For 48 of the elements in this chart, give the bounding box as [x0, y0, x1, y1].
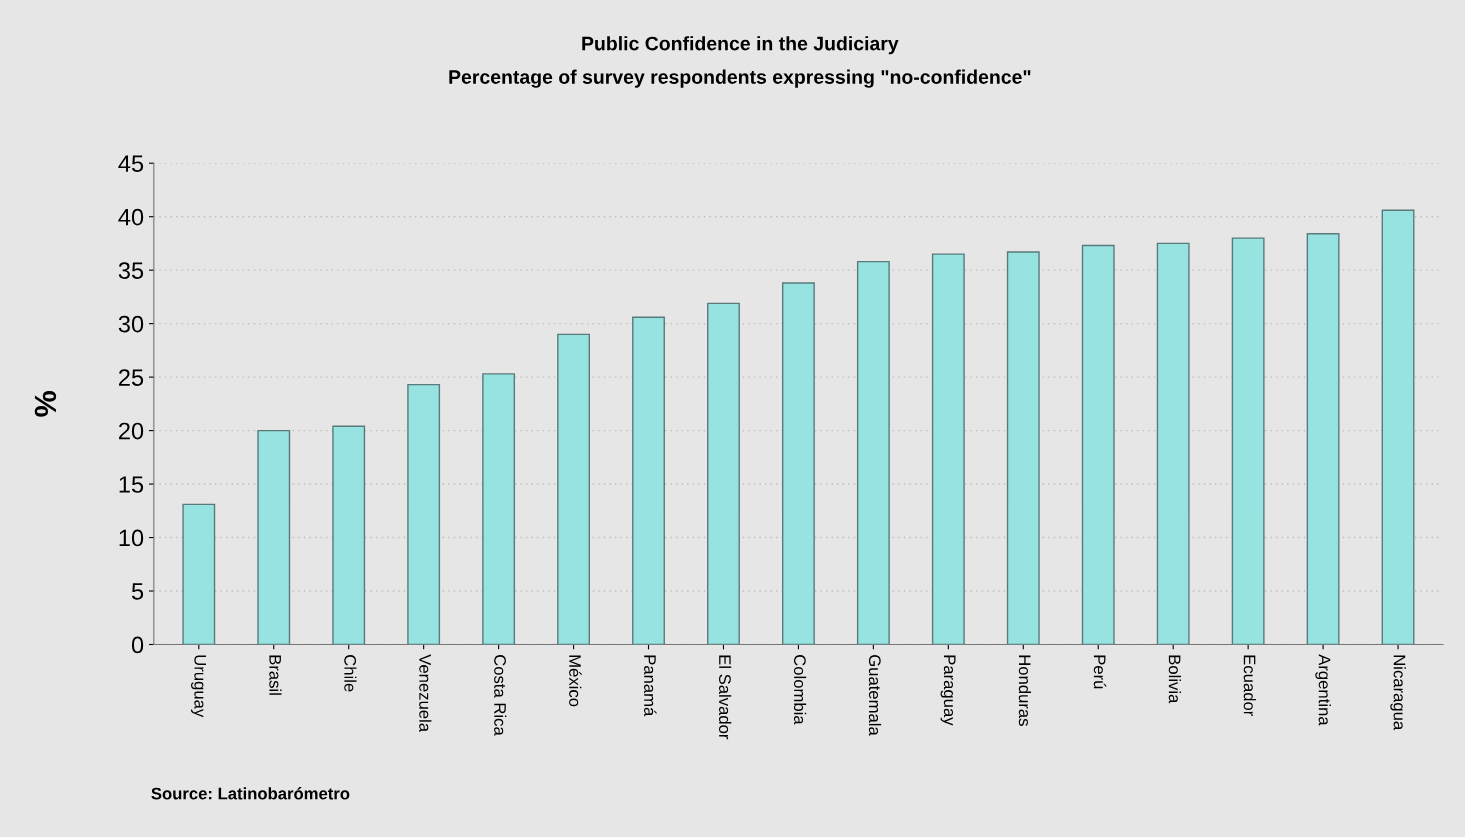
x-tick-label: Uruguay [191, 655, 206, 718]
x-tick-label: El Salvador [719, 655, 732, 740]
bar [1081, 244, 1115, 645]
x-tick-label: Panamá [644, 655, 657, 717]
y-tick-label: 40 [118, 208, 144, 226]
bar [407, 383, 441, 645]
x-tick-label: Nicaragua [1390, 655, 1406, 731]
source-note: Source: Latinobarómetro [151, 787, 350, 800]
x-tick-label: Venezuela [419, 654, 432, 733]
bar [707, 302, 740, 645]
bar [557, 333, 590, 645]
bar [1381, 209, 1415, 645]
x-tick-label: Perú [1093, 655, 1107, 689]
x-tick-label: Guatemala [868, 655, 882, 736]
bar [856, 260, 890, 645]
x-tick-label: Colombia [793, 655, 807, 725]
bar [1156, 242, 1190, 645]
bar [1231, 237, 1265, 645]
y-tick-label: 30 [118, 315, 144, 333]
chart-subtitle: Percentage of survey respondents expressing "no-confidence" [449, 69, 1031, 88]
y-tick-label: 15 [119, 476, 144, 493]
bar [332, 425, 366, 645]
bar [781, 282, 815, 645]
x-tick-label: Argentina [1315, 654, 1331, 726]
bar [931, 253, 965, 645]
y-tick-label: 25 [119, 369, 144, 386]
x-tick-label: Costa Rica [494, 655, 507, 736]
x-tick-label: Chile [344, 655, 357, 692]
bar [1006, 251, 1040, 645]
y-tick-label: 35 [118, 262, 144, 279]
x-tick-label: Bolivia [1168, 655, 1181, 704]
bar [1306, 233, 1340, 645]
y-tick-label: 0 [131, 636, 144, 654]
bar [482, 373, 516, 645]
y-tick-label: 5 [131, 583, 144, 600]
chart-title: Public Confidence in the Judiciary [582, 36, 899, 55]
bar [632, 316, 665, 645]
y-tick-label: 10 [119, 529, 144, 547]
x-tick-label: Brasil [269, 655, 282, 695]
y-tick-label: 20 [119, 422, 144, 440]
x-tick-label: Honduras [1018, 655, 1032, 726]
bar [257, 429, 291, 645]
y-axis-title: % [34, 391, 57, 417]
x-tick-label: Paraguay [940, 655, 956, 726]
y-tick-label: 45 [118, 155, 144, 172]
bar [182, 503, 216, 645]
x-tick-label: Ecuador [1243, 655, 1256, 717]
x-tick-label: México [569, 655, 582, 707]
